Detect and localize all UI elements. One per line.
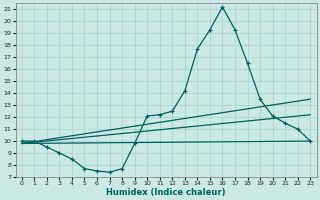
- X-axis label: Humidex (Indice chaleur): Humidex (Indice chaleur): [106, 188, 226, 197]
